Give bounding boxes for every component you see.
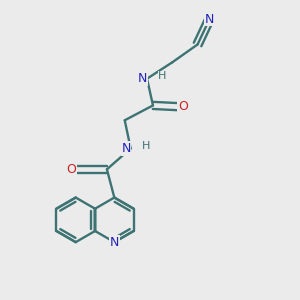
Text: N: N	[121, 142, 131, 155]
Text: N: N	[110, 236, 119, 249]
Text: H: H	[158, 71, 167, 81]
Text: N: N	[205, 13, 214, 26]
Text: H: H	[142, 141, 150, 151]
Text: N: N	[138, 72, 147, 85]
Text: O: O	[178, 100, 188, 113]
Text: O: O	[66, 163, 76, 176]
